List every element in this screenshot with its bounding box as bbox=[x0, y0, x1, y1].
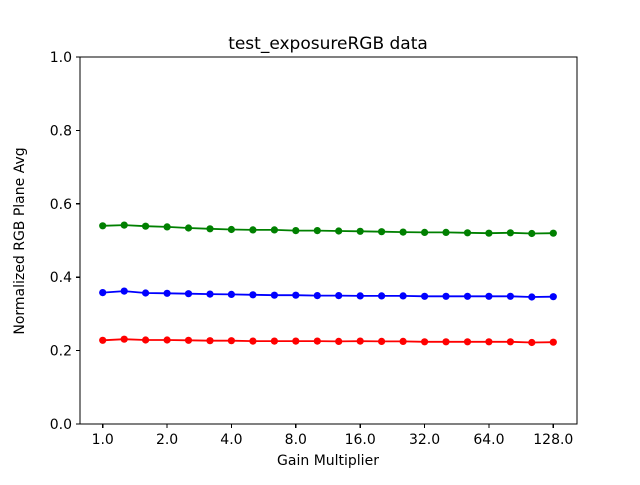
data-point-blue bbox=[506, 292, 514, 300]
data-point-red bbox=[506, 338, 514, 346]
data-point-red bbox=[163, 336, 171, 344]
x-tick-label: 128.0 bbox=[533, 432, 573, 448]
data-point-blue bbox=[249, 291, 257, 299]
data-point-green bbox=[163, 223, 171, 231]
data-point-red bbox=[356, 337, 364, 345]
data-point-red bbox=[227, 337, 235, 345]
data-point-blue bbox=[292, 291, 300, 299]
data-point-blue bbox=[485, 292, 493, 300]
y-tick-label: 0.8 bbox=[50, 123, 72, 139]
data-point-blue bbox=[313, 292, 321, 300]
data-point-red bbox=[120, 335, 128, 343]
data-point-blue bbox=[184, 290, 193, 298]
series-line-blue bbox=[102, 290, 554, 298]
series-line-red bbox=[102, 338, 554, 344]
data-point-green bbox=[463, 229, 472, 237]
y-tick-label: 1.0 bbox=[50, 50, 72, 66]
x-tick-label: 8.0 bbox=[285, 432, 307, 448]
data-point-blue bbox=[378, 292, 386, 300]
axis-ticks: 0.0 0.2 0.4 0.6 0.8 1.0 1.0 2.0 4.0 8.0 16.0 32.0 64… bbox=[50, 50, 574, 448]
data-point-green bbox=[227, 225, 235, 234]
data-point-red bbox=[399, 337, 407, 345]
data-point-green bbox=[506, 229, 514, 237]
data-point-green bbox=[270, 226, 278, 234]
data-point-blue bbox=[356, 292, 364, 300]
x-tick-label: 32.0 bbox=[409, 432, 440, 448]
data-point-red bbox=[99, 336, 107, 344]
data-point-red bbox=[270, 337, 278, 345]
data-point-red bbox=[421, 338, 429, 346]
data-point-blue bbox=[549, 293, 557, 301]
data-point-green bbox=[549, 229, 557, 237]
y-tick-label: 0.0 bbox=[50, 417, 72, 433]
x-tick-label: 16.0 bbox=[345, 432, 376, 448]
data-point-red bbox=[485, 338, 493, 346]
data-point-green bbox=[120, 221, 128, 229]
data-point-blue bbox=[335, 292, 343, 300]
chart-title: test_exposureRGB data bbox=[228, 34, 428, 54]
data-point-red bbox=[249, 337, 257, 345]
data-point-green bbox=[99, 222, 107, 230]
data-point-green bbox=[184, 224, 193, 232]
data-point-blue bbox=[442, 292, 450, 300]
data-point-red bbox=[442, 338, 450, 346]
data-point-green bbox=[378, 228, 386, 236]
data-point-green bbox=[335, 227, 343, 235]
data-point-green bbox=[249, 226, 257, 234]
data-point-green bbox=[421, 228, 429, 236]
series-line-green bbox=[102, 224, 554, 235]
data-point-blue bbox=[421, 292, 429, 300]
x-tick-label: 4.0 bbox=[220, 432, 242, 448]
data-point-blue bbox=[142, 289, 150, 297]
data-point-blue bbox=[528, 293, 536, 301]
x-axis-label: Gain Multiplier bbox=[277, 453, 379, 469]
data-point-red bbox=[549, 338, 557, 346]
data-point-green bbox=[142, 222, 150, 230]
data-point-red bbox=[206, 337, 214, 345]
data-point-blue bbox=[270, 291, 278, 299]
data-point-red bbox=[142, 336, 150, 344]
data-point-green bbox=[485, 229, 493, 237]
plot-border bbox=[79, 56, 578, 425]
data-point-red bbox=[378, 337, 386, 345]
data-point-blue bbox=[120, 287, 128, 295]
y-tick-label: 0.2 bbox=[50, 344, 72, 360]
data-point-blue bbox=[227, 290, 235, 298]
data-point-green bbox=[399, 228, 407, 236]
data-point-blue bbox=[99, 289, 107, 297]
data-point-red bbox=[335, 337, 343, 345]
data-point-green bbox=[313, 227, 321, 235]
data-point-green bbox=[442, 228, 450, 236]
x-tick-label: 64.0 bbox=[473, 432, 504, 448]
data-point-red bbox=[292, 337, 300, 345]
data-point-green bbox=[528, 229, 536, 238]
y-tick-label: 0.6 bbox=[50, 197, 72, 213]
data-point-blue bbox=[163, 289, 171, 297]
data-point-blue bbox=[463, 292, 472, 300]
data-point-blue bbox=[399, 292, 407, 300]
data-point-red bbox=[463, 338, 472, 346]
data-point-red bbox=[528, 338, 536, 347]
data-point-green bbox=[356, 227, 364, 235]
x-tick-label: 1.0 bbox=[92, 432, 114, 448]
data-point-red bbox=[184, 336, 193, 344]
y-axis-label: Normalized RGB Plane Avg bbox=[12, 147, 28, 334]
data-series bbox=[99, 221, 557, 347]
x-tick-label: 2.0 bbox=[156, 432, 178, 448]
data-point-green bbox=[206, 225, 214, 233]
data-point-green bbox=[292, 227, 300, 235]
y-tick-label: 0.4 bbox=[50, 270, 72, 286]
data-point-red bbox=[313, 337, 321, 345]
data-point-blue bbox=[206, 290, 214, 298]
